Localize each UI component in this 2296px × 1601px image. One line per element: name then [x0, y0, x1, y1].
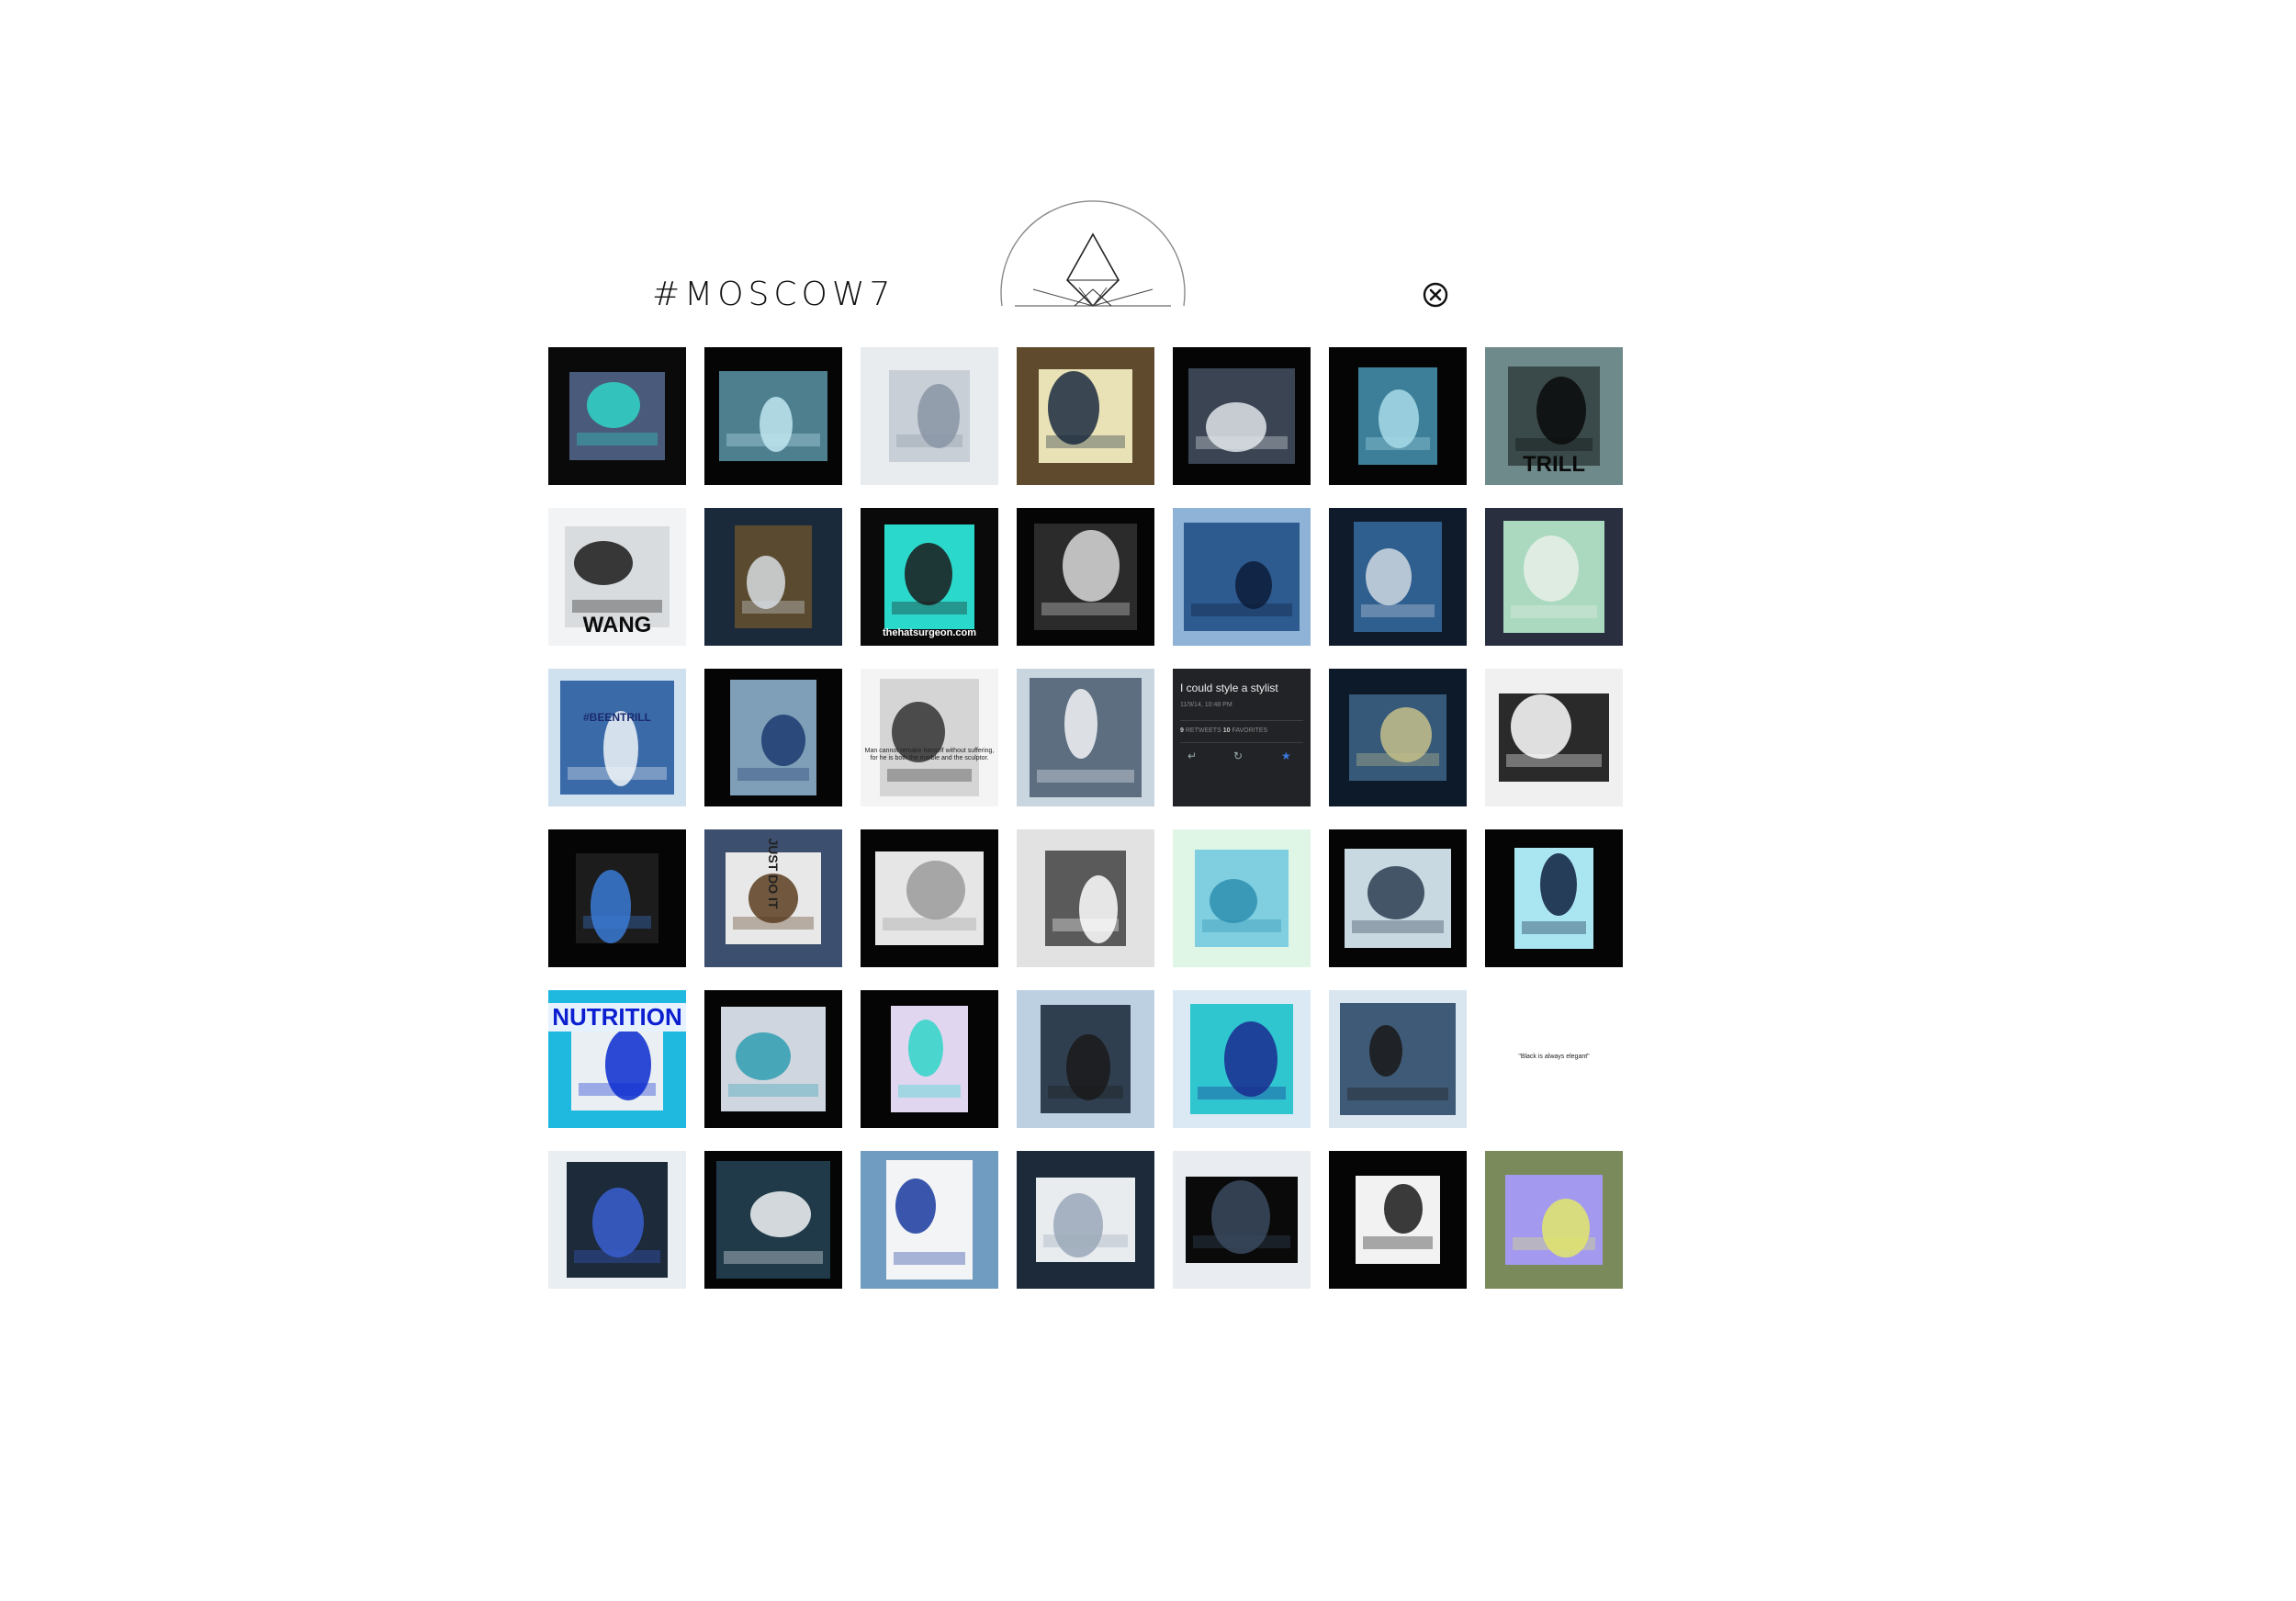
- blurred-aqua-photo[interactable]: [1173, 829, 1311, 967]
- photo-caption: JUST DO IT: [766, 838, 781, 909]
- tweet-date: 11/9/14, 10:48 PM: [1180, 702, 1232, 708]
- longsleeve-photo[interactable]: [1017, 669, 1154, 806]
- street-walk-photo[interactable]: [1173, 508, 1311, 646]
- windbreaker-photo[interactable]: [1173, 990, 1311, 1128]
- photo-caption: Man cannot remake himself without suffer…: [864, 748, 995, 762]
- shoebox-paper-photo[interactable]: [861, 347, 998, 485]
- instagram-profile-photo[interactable]: [548, 829, 686, 967]
- jacket-outfit-photo[interactable]: [704, 669, 842, 806]
- sports-car-photo[interactable]: [1173, 1151, 1311, 1289]
- photo-caption: thehatsurgeon.com: [882, 627, 977, 638]
- quote-text: "Black is always elegant": [1518, 1054, 1590, 1060]
- street-lamps-photo[interactable]: [1329, 829, 1467, 967]
- hat-man-photo[interactable]: [1173, 347, 1311, 485]
- framed-figure-photo[interactable]: [861, 829, 998, 967]
- photo-caption: NUTRITION: [548, 1003, 686, 1032]
- sneakers-box-photo[interactable]: [548, 347, 686, 485]
- modern-house-photo[interactable]: [1017, 347, 1154, 485]
- tiled-floor-photo[interactable]: [704, 990, 842, 1128]
- surreal-landscape-photo[interactable]: [1485, 1151, 1623, 1289]
- tweet-card[interactable]: I could style a stylist 11/9/14, 10:48 PM…: [1173, 669, 1311, 806]
- skateboard-photo[interactable]: [548, 1151, 686, 1289]
- hand-portrait-photo[interactable]: [704, 347, 842, 485]
- bw-collage-photo[interactable]: [1329, 1151, 1467, 1289]
- tweet-text: I could style a stylist: [1180, 682, 1278, 694]
- hightop-sneaker-photo[interactable]: [704, 1151, 842, 1289]
- tweet-stats: 9 RETWEETS 10 FAVORITES: [1180, 727, 1268, 734]
- hermes-bracelet-photo[interactable]: [861, 1151, 998, 1289]
- wang-sunglasses-photo[interactable]: WANG: [548, 508, 686, 646]
- dark-doorway-photo[interactable]: [1017, 508, 1154, 646]
- seated-boots-photo[interactable]: [1329, 990, 1467, 1128]
- muscle-nutrition-photo[interactable]: NUTRITION: [548, 990, 686, 1128]
- hooded-figure-photo[interactable]: [1485, 829, 1623, 967]
- denim-skirt-photo[interactable]: [1329, 669, 1467, 806]
- page-title: #MOSCOW7: [652, 276, 895, 313]
- photo-caption: #BEENTRILL: [582, 711, 651, 724]
- photo-grid: TRILL WANG thehatsurgeon.com #BEENTRILL Man …: [548, 347, 1623, 1289]
- retweet-icon[interactable]: ↻: [1233, 750, 1244, 762]
- stairs-sneakers-photo[interactable]: [861, 990, 998, 1128]
- bucket-hat-photo[interactable]: [1017, 990, 1154, 1128]
- sneakers-skirt-photo[interactable]: [704, 508, 842, 646]
- tilted-portrait-photo[interactable]: [1017, 829, 1154, 967]
- quote-card[interactable]: "Black is always elegant": [1485, 990, 1623, 1128]
- reply-icon[interactable]: ↵: [1187, 750, 1198, 762]
- photo-caption: WANG: [582, 613, 652, 637]
- triangle-diamond-logo-icon[interactable]: [996, 170, 1189, 308]
- photo-caption: TRILL: [1523, 452, 1585, 477]
- cap-selfie-photo[interactable]: [1485, 669, 1623, 806]
- just-do-it-photo[interactable]: JUST DO IT: [704, 829, 842, 967]
- star-icon[interactable]: ★: [1281, 750, 1291, 762]
- teal-cap-photo[interactable]: thehatsurgeon.com: [861, 508, 998, 646]
- close-circle-icon[interactable]: [1422, 281, 1449, 309]
- trill-poster-photo[interactable]: TRILL: [1485, 347, 1623, 485]
- smoking-portrait-photo[interactable]: [1329, 347, 1467, 485]
- group-photo[interactable]: [1017, 1151, 1154, 1289]
- beentrill-store-photo[interactable]: #BEENTRILL: [548, 669, 686, 806]
- hallway-outfit-photo[interactable]: [1329, 508, 1467, 646]
- header: #MOSCOW7: [0, 0, 2296, 313]
- sculpture-quote-photo[interactable]: Man cannot remake himself without suffer…: [861, 669, 998, 806]
- mirror-selfie-photo[interactable]: [1485, 508, 1623, 646]
